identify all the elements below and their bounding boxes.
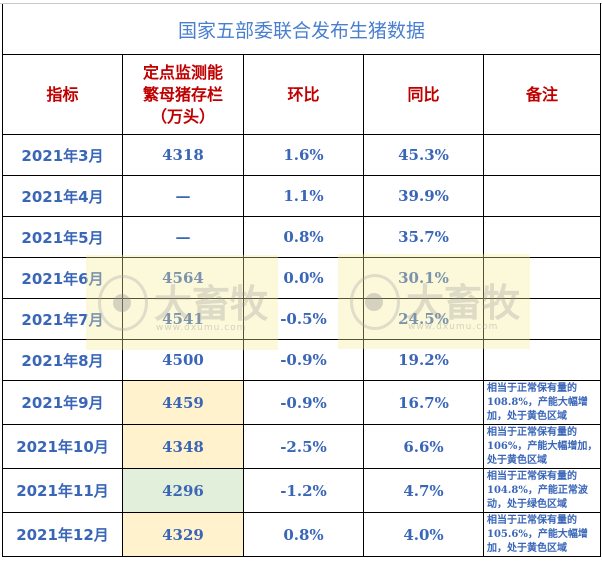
table-row: 2021年6月 4564 0.0% 30.1% <box>2 257 601 299</box>
note-cell <box>483 257 601 299</box>
yoy-cell: 39.9% <box>363 175 484 217</box>
table-row: 2021年11月 4296 -1.2% 4.7% 相当于正常保有量的104.8%，产能正… <box>2 468 601 513</box>
mom-cell: -0.5% <box>243 298 364 340</box>
sow-stock-cell: 4348 <box>122 424 244 469</box>
mom-cell: -1.2% <box>243 468 364 513</box>
sow-stock-cell: 4459 <box>122 380 244 425</box>
sow-stock-cell: 4296 <box>122 468 244 513</box>
note-cell <box>483 134 601 176</box>
table-row: 2021年8月 4500 -0.9% 19.2% <box>2 339 601 381</box>
yoy-cell: 16.7% <box>363 380 484 425</box>
note-cell: 相当于正常保有量的105.6%，产能大幅增加，处于黄色区域 <box>483 512 601 557</box>
header-sow-stock-line: （万头） <box>150 106 215 126</box>
sow-stock-cell: 4329 <box>122 512 244 557</box>
table-row: 2021年10月 4348 -2.5% 6.6% 相当于正常保有量的106%，产能大幅增… <box>2 424 601 469</box>
sow-stock-cell: — <box>122 216 244 258</box>
mom-cell: 0.8% <box>243 216 364 258</box>
month-cell: 2021年9月 <box>2 380 123 425</box>
mom-cell: 0.0% <box>243 257 364 299</box>
note-cell <box>483 339 601 381</box>
yoy-cell: 35.7% <box>363 216 484 258</box>
sow-stock-cell: 4541 <box>122 298 244 340</box>
month-cell: 2021年5月 <box>2 216 123 258</box>
yoy-cell: 19.2% <box>363 339 484 381</box>
table-title: 国家五部委联合发布生猪数据 <box>2 3 601 55</box>
mom-cell: 0.8% <box>243 512 364 557</box>
month-cell: 2021年10月 <box>2 424 123 469</box>
month-cell: 2021年12月 <box>2 512 123 557</box>
table-row: 2021年5月 —0.8% 35.7% <box>2 216 601 258</box>
month-cell: 2021年6月 <box>2 257 123 299</box>
pig-data-table: 国家五部委联合发布生猪数据 指标 定点监测能 繁母猪存栏 （万头） 环比 同比 … <box>2 3 601 557</box>
month-cell: 2021年7月 <box>2 298 123 340</box>
note-cell <box>483 216 601 258</box>
yoy-cell: 24.5% <box>363 298 484 340</box>
header-sow-stock-line: 繁母猪存栏 <box>142 84 223 104</box>
header-sow-stock-line: 定点监测能 <box>142 62 223 82</box>
mom-cell: -0.9% <box>243 380 364 425</box>
table-row: 2021年3月 4318 1.6% 45.3% <box>2 134 601 176</box>
yoy-cell: 4.7% <box>363 468 484 513</box>
mom-cell: -2.5% <box>243 424 364 469</box>
month-cell: 2021年4月 <box>2 175 123 217</box>
note-cell <box>483 175 601 217</box>
sow-stock-cell: 4564 <box>122 257 244 299</box>
yoy-cell: 6.6% <box>363 424 484 469</box>
header-notes: 备注 <box>483 54 601 135</box>
note-cell <box>483 298 601 340</box>
header-indicator: 指标 <box>2 54 123 135</box>
header-yoy: 同比 <box>363 54 484 135</box>
note-cell: 相当于正常保有量的106%，产能大幅增加，处于黄色区域 <box>483 424 601 469</box>
table-row: 2021年7月 4541 -0.5% 24.5% <box>2 298 601 340</box>
table-row: 2021年12月 4329 0.8% 4.0% 相当于正常保有量的105.6%，产能大幅… <box>2 512 601 557</box>
month-cell: 2021年3月 <box>2 134 123 176</box>
yoy-cell: 30.1% <box>363 257 484 299</box>
table-row: 2021年4月 —1.1% 39.9% <box>2 175 601 217</box>
yoy-cell: 4.0% <box>363 512 484 557</box>
sow-stock-cell: 4500 <box>122 339 244 381</box>
table-row: 2021年9月 4459 -0.9% 16.7% 相当于正常保有量的108.8%，产能大… <box>2 380 601 425</box>
note-cell: 相当于正常保有量的104.8%，产能正常波动，处于绿色区域 <box>483 468 601 513</box>
note-cell: 相当于正常保有量的108.8%，产能大幅增加，处于黄色区域 <box>483 380 601 425</box>
yoy-cell: 45.3% <box>363 134 484 176</box>
header-mom: 环比 <box>243 54 364 135</box>
header-sow-stock: 定点监测能 繁母猪存栏 （万头） <box>122 54 244 135</box>
mom-cell: 1.1% <box>243 175 364 217</box>
mom-cell: -0.9% <box>243 339 364 381</box>
month-cell: 2021年11月 <box>2 468 123 513</box>
sow-stock-cell: — <box>122 175 244 217</box>
mom-cell: 1.6% <box>243 134 364 176</box>
sow-stock-cell: 4318 <box>122 134 244 176</box>
month-cell: 2021年8月 <box>2 339 123 381</box>
